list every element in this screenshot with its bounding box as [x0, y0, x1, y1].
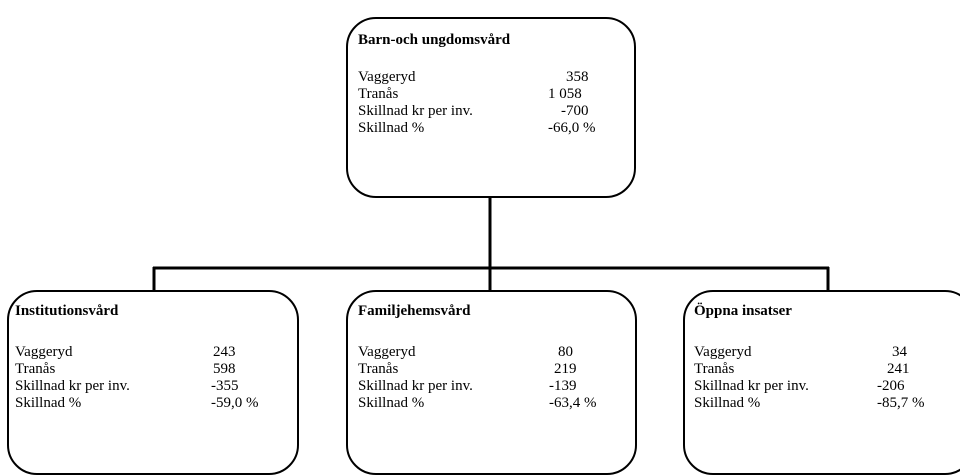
row-value: 243 [213, 344, 236, 360]
node-oppna-insatser: Öppna insatser Vaggeryd 34 Tranås 241 Sk… [683, 290, 960, 475]
row-label: Vaggeryd [358, 69, 416, 85]
row-label: Skillnad kr per inv. [358, 103, 473, 119]
row-value: -66,0 % [548, 120, 596, 136]
row-value: 219 [554, 361, 577, 377]
row-label: Skillnad % [694, 395, 761, 411]
node-institutionsvard: Institutionsvård Vaggeryd 243 Tranås 598… [7, 290, 299, 475]
row-value: -700 [561, 103, 589, 119]
node-title: Barn-och ungdomsvård [358, 32, 511, 48]
row-label: Tranås [15, 361, 56, 377]
row-value: -63,4 % [549, 395, 597, 411]
row-label: Tranås [694, 361, 735, 377]
row-value: -206 [877, 378, 905, 394]
row-value: -355 [211, 378, 239, 394]
row-value: -139 [549, 378, 577, 394]
node-familjehemsvard: Familjehemsvård Vaggeryd 80 Tranås 219 S… [346, 290, 637, 475]
node-barn-och-ungdomsvard: Barn-och ungdomsvård Vaggeryd 358 Tranås… [346, 17, 636, 198]
row-label: Skillnad kr per inv. [15, 378, 130, 394]
row-label: Skillnad % [358, 120, 425, 136]
row-label: Tranås [358, 361, 399, 377]
row-label: Skillnad kr per inv. [358, 378, 473, 394]
row-label: Vaggeryd [694, 344, 752, 360]
row-label: Skillnad % [358, 395, 425, 411]
row-label: Tranås [358, 86, 399, 102]
node-title: Familjehemsvård [358, 303, 471, 319]
row-value: 34 [892, 344, 907, 360]
node-title: Institutionsvård [15, 303, 119, 319]
row-label: Vaggeryd [358, 344, 416, 360]
row-label: Skillnad kr per inv. [694, 378, 809, 394]
row-value: 1 058 [548, 86, 582, 102]
row-label: Vaggeryd [15, 344, 73, 360]
row-value: -85,7 % [877, 395, 925, 411]
node-title: Öppna insatser [694, 303, 792, 319]
row-value: 358 [566, 69, 589, 85]
row-value: -59,0 % [211, 395, 259, 411]
row-value: 80 [558, 344, 573, 360]
row-label: Skillnad % [15, 395, 82, 411]
row-value: 241 [887, 361, 910, 377]
row-value: 598 [213, 361, 236, 377]
